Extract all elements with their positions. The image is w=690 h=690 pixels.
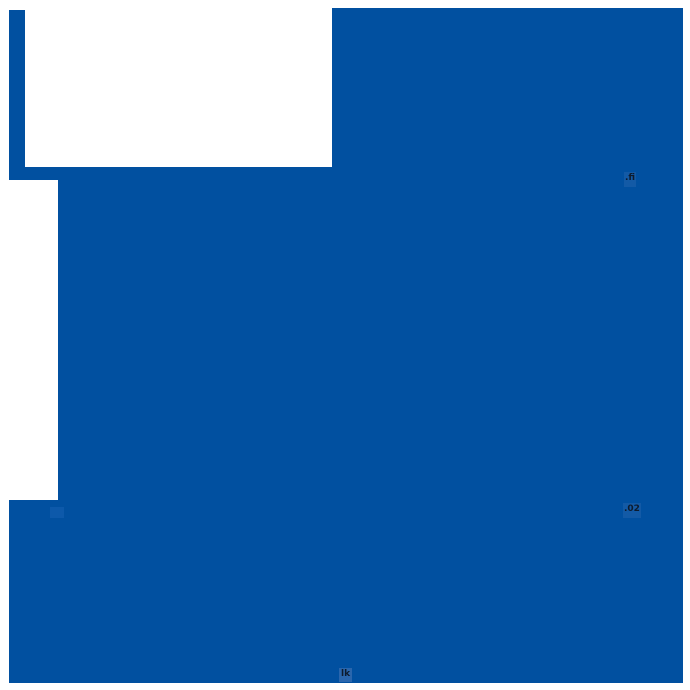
blue-accent-bar: [9, 10, 25, 180]
text-fragment-bottom-center: lk: [339, 668, 353, 682]
blue-lower-field: [9, 500, 683, 683]
text-fragment-upper-right: .fi: [624, 172, 637, 187]
light-blue-square-marker: [50, 507, 64, 518]
text-fragment-mid-right: .02: [623, 503, 641, 518]
